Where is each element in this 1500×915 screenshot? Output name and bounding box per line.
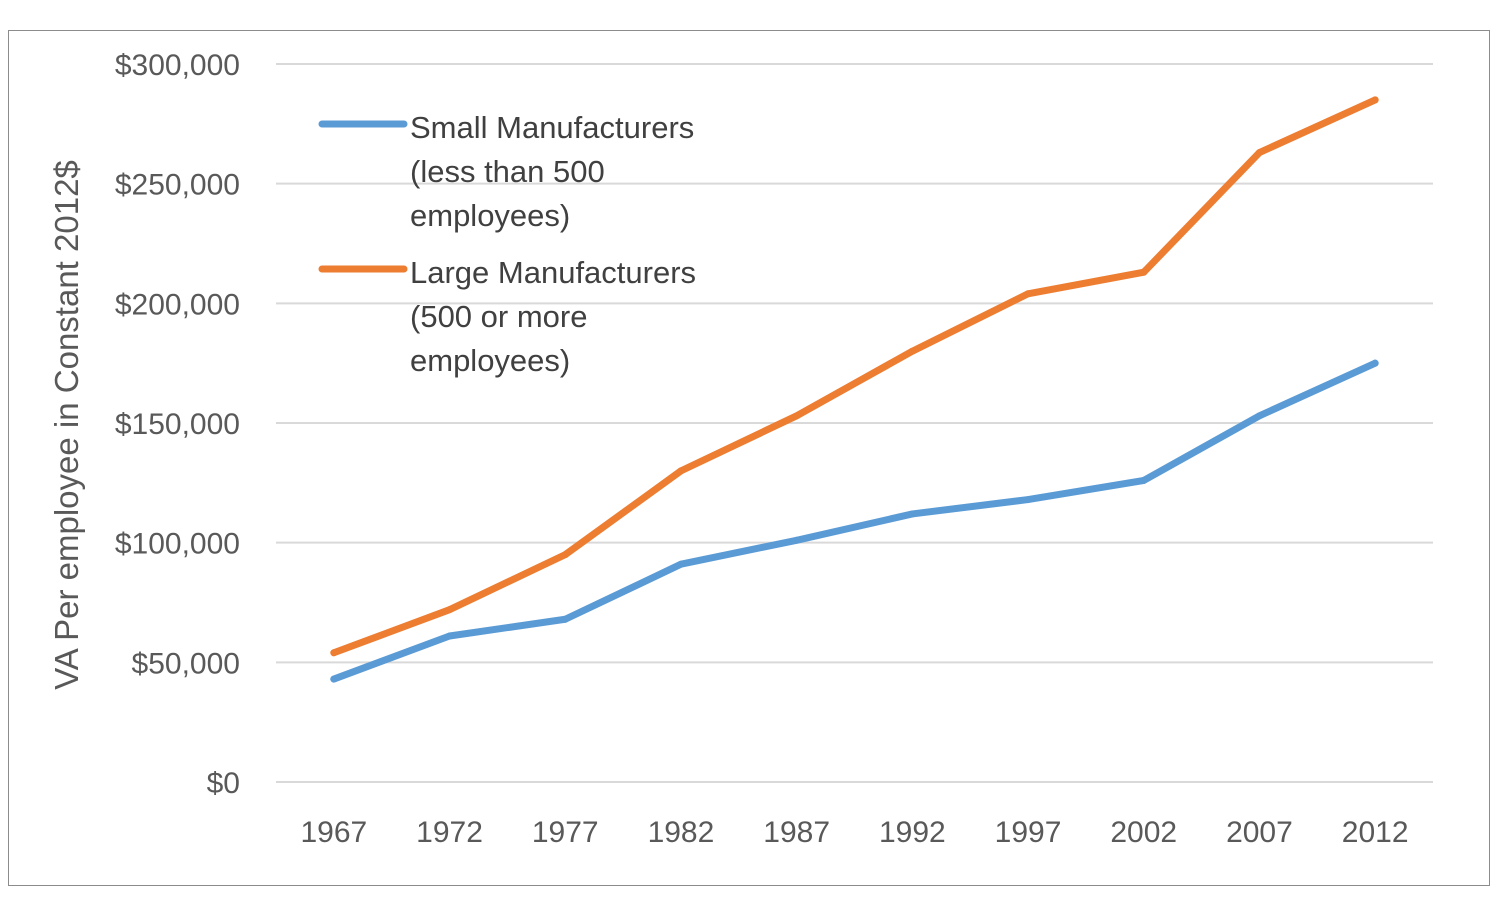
- x-tick-label: 2007: [1226, 816, 1293, 849]
- series-line-small-manufacturers: [330, 359, 1379, 683]
- data-point: [1140, 476, 1148, 484]
- legend: Small Manufacturers (less than 500 employe…: [318, 110, 696, 378]
- data-point: [793, 412, 801, 420]
- data-point: [908, 347, 916, 355]
- data-point: [561, 615, 569, 623]
- y-tick-label: $50,000: [132, 647, 240, 680]
- legend-label: Large Manufacturers: [410, 255, 696, 290]
- data-point: [1024, 290, 1032, 298]
- x-tick-label: 2002: [1110, 816, 1177, 849]
- y-tick-label: $100,000: [115, 528, 240, 561]
- legend-label: (less than 500: [410, 154, 605, 189]
- data-point: [1371, 359, 1379, 367]
- data-point: [446, 606, 454, 614]
- data-point: [330, 675, 338, 683]
- data-point: [561, 551, 569, 559]
- legend-label: employees): [410, 198, 570, 233]
- y-tick-label: $250,000: [115, 169, 240, 202]
- data-point: [1024, 496, 1032, 504]
- x-tick-label: 1977: [532, 816, 599, 849]
- y-axis-tick-labels: $0 $50,000 $100,000 $150,000 $200,000 $250,00…: [115, 49, 240, 800]
- x-tick-label: 1987: [763, 816, 830, 849]
- data-point: [446, 632, 454, 640]
- x-tick-label: 1982: [648, 816, 715, 849]
- series-lines: [330, 96, 1379, 683]
- x-tick-label: 1997: [995, 816, 1062, 849]
- data-point: [1371, 96, 1379, 104]
- x-tick-label: 1972: [416, 816, 483, 849]
- data-point: [1255, 149, 1263, 157]
- y-tick-label: $150,000: [115, 408, 240, 441]
- y-tick-label: $0: [207, 767, 240, 800]
- gridlines: [276, 63, 1433, 783]
- data-point: [908, 510, 916, 518]
- data-point: [677, 467, 685, 475]
- legend-label: Small Manufacturers: [410, 110, 694, 145]
- y-tick-label: $200,000: [115, 288, 240, 321]
- data-point: [677, 560, 685, 568]
- x-tick-label: 2012: [1342, 816, 1409, 849]
- legend-label: (500 or more: [410, 299, 587, 334]
- data-point: [1140, 268, 1148, 276]
- legend-label: employees): [410, 343, 570, 378]
- data-point: [1255, 412, 1263, 420]
- x-tick-label: 1967: [300, 816, 367, 849]
- data-point: [793, 536, 801, 544]
- y-tick-label: $300,000: [115, 49, 240, 82]
- x-axis-tick-labels: 1967 1972 1977 1982 1987 1992 1997 2002 2007 2012: [300, 816, 1408, 849]
- series-line-large-manufacturers: [330, 96, 1379, 657]
- y-axis-label: VA Per employee in Constant 2012$: [48, 160, 85, 690]
- x-tick-label: 1992: [879, 816, 946, 849]
- data-point: [330, 649, 338, 657]
